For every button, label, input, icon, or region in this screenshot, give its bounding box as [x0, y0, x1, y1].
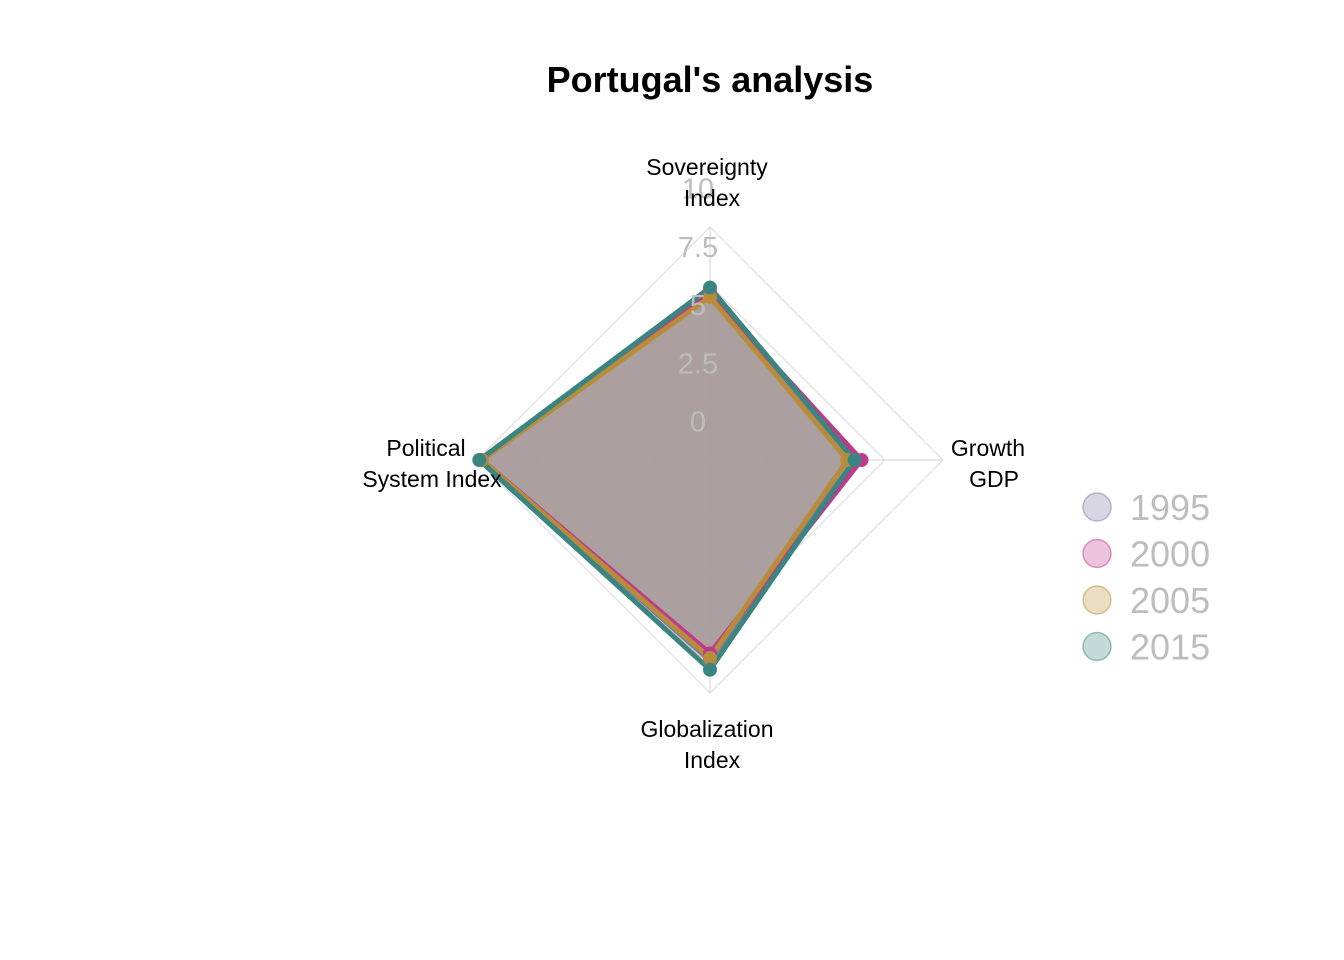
series-fill-layer [479, 287, 862, 670]
axis-label-3: Political System Index [362, 435, 502, 492]
series-fill-2015 [479, 287, 855, 670]
axis-label-line: GDP [969, 466, 1019, 492]
axis-label-0: Sovereignty Index [646, 154, 768, 211]
legend-label-1995: 1995 [1130, 487, 1210, 528]
radial-tick-labels: 0 2.5 5 7.5 10 [678, 174, 718, 439]
legend-label-2000: 2000 [1130, 534, 1210, 575]
axis-label-line: System Index [362, 466, 502, 492]
series-point-2015-0 [703, 280, 717, 295]
legend-key-2000 [1082, 538, 1112, 569]
tick-label-3: 7.5 [678, 232, 718, 264]
series-point-2015-3 [472, 453, 487, 467]
series-point-layer [472, 280, 869, 677]
tick-label-2: 5 [690, 290, 706, 322]
axis-labels: Sovereignty Index Growth GDP Globalization In… [362, 154, 1025, 773]
axis-label-line: Political [386, 435, 465, 461]
chart-title: Portugal's analysis [547, 59, 874, 100]
series-point-2015-1 [847, 453, 862, 467]
legend-label-2005: 2005 [1130, 580, 1210, 621]
axis-label-line: Index [684, 185, 741, 211]
legend: 1995 2000 2005 2015 [1082, 487, 1210, 668]
axis-label-line: Sovereignty [646, 154, 768, 180]
axis-label-line: Index [684, 747, 741, 773]
axis-label-line: Globalization [641, 716, 774, 742]
legend-key-2015 [1082, 631, 1112, 662]
axis-label-2: Globalization Index [641, 716, 774, 773]
series-point-2005-2 [703, 651, 717, 666]
tick-label-1: 2.5 [678, 348, 718, 380]
series-point-2015-2 [703, 662, 717, 677]
legend-key-2005 [1082, 585, 1112, 615]
axis-label-line: Growth [951, 435, 1025, 461]
axis-label-1: Growth GDP [951, 435, 1025, 492]
tick-label-0: 0 [690, 407, 706, 439]
legend-key-1995 [1082, 492, 1112, 522]
legend-label-2015: 2015 [1130, 627, 1210, 668]
tick-label-4: 10 [682, 174, 714, 206]
